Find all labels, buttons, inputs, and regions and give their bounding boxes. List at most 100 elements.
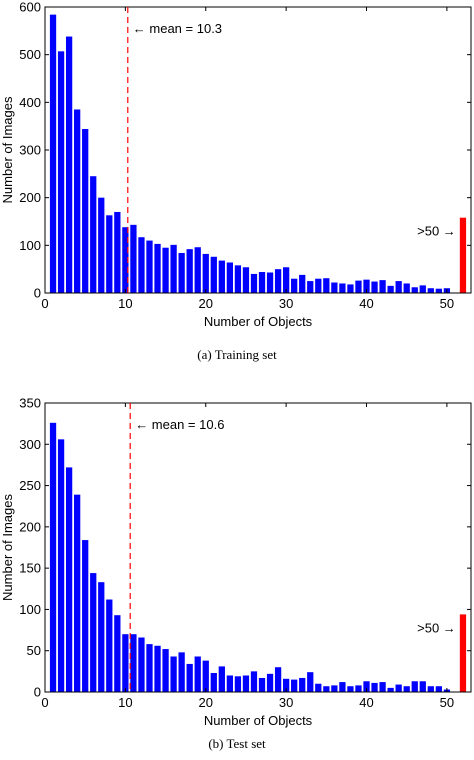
x-tick-label: 10 — [118, 695, 132, 710]
histogram-bar — [186, 249, 193, 293]
x-tick-label: 20 — [199, 695, 213, 710]
y-tick-label: 400 — [19, 95, 41, 110]
histogram-bar — [98, 582, 105, 692]
histogram-bar — [427, 686, 434, 692]
histogram-bar — [194, 656, 201, 692]
histogram-bar — [202, 253, 209, 293]
overflow-bar — [459, 614, 467, 692]
histogram-bar — [411, 287, 418, 293]
histogram-bar — [146, 644, 153, 692]
histogram-bar — [194, 247, 201, 293]
x-tick-label: 30 — [279, 296, 293, 311]
histogram-bar — [98, 197, 105, 293]
histogram-bar — [339, 682, 346, 692]
histogram-bar — [387, 285, 394, 293]
histogram-bar — [411, 681, 418, 692]
histogram-bar — [49, 14, 57, 293]
overflow-bar — [459, 217, 467, 293]
histogram-bar — [170, 244, 177, 293]
histogram-bar — [234, 676, 242, 692]
histogram-bar — [65, 467, 73, 692]
x-axis-label: Number of Objects — [204, 314, 313, 329]
histogram-bar — [65, 36, 73, 293]
histogram-bar — [90, 176, 97, 293]
histogram-bar — [266, 673, 274, 692]
histogram-bar — [427, 288, 434, 293]
histogram-bar — [130, 634, 137, 692]
y-tick-label: 250 — [19, 478, 41, 493]
histogram-bar — [114, 211, 121, 293]
histogram-bar — [282, 267, 290, 293]
y-tick-label: 300 — [19, 143, 41, 158]
x-tick-label: 20 — [199, 296, 213, 311]
histogram-bar — [339, 283, 346, 293]
histogram-bar — [178, 252, 185, 293]
histogram-bar — [307, 672, 314, 692]
y-tick-label: 100 — [19, 238, 41, 253]
histogram-bar — [282, 678, 290, 692]
histogram-bar — [106, 215, 113, 293]
y-tick-label: 0 — [34, 685, 41, 700]
histogram-bar — [74, 494, 81, 692]
x-tick-label: 10 — [118, 296, 132, 311]
plot-frame — [44, 402, 472, 693]
x-tick-label: 40 — [359, 695, 373, 710]
histogram-bar — [74, 109, 81, 293]
histogram-bar — [210, 673, 217, 692]
y-axis-label: Number of Images — [0, 96, 15, 203]
histogram-bar — [266, 272, 274, 293]
histogram-bar — [363, 279, 370, 293]
histogram-bar — [146, 240, 153, 293]
histogram-bar — [57, 51, 65, 293]
test-set-panel: 0 10 20 30 40 50 0 50 100 150 200 250 300 350 ← mean =… — [0, 380, 474, 760]
histogram-bar — [371, 682, 378, 692]
histogram-bar — [82, 540, 89, 692]
histogram-bar — [274, 667, 282, 692]
histogram-bar — [258, 272, 266, 293]
histogram-bar — [170, 656, 177, 692]
training-set-panel: 0 10 20 30 40 50 0 100 200 300 400 500 600 ← mean = 1… — [0, 0, 472, 362]
y-tick-label: 300 — [19, 437, 41, 452]
histogram-bar — [331, 685, 338, 692]
mean-label: ← mean = 10.3 — [133, 21, 222, 36]
x-tick-label: 0 — [41, 695, 48, 710]
histogram-bar — [154, 243, 161, 293]
histogram-bar — [162, 649, 169, 692]
x-tick-label: 50 — [440, 695, 454, 710]
histogram-bar — [379, 280, 386, 293]
y-tick-label: 50 — [27, 643, 41, 658]
histogram-bar — [90, 573, 97, 692]
histogram-bar — [379, 682, 386, 692]
histogram-bar — [291, 679, 298, 692]
y-tick-label: 500 — [19, 47, 41, 62]
histogram-bar — [299, 274, 306, 293]
histogram-bar — [234, 265, 242, 293]
histogram-bar — [274, 269, 282, 293]
histogram-bar — [347, 686, 354, 692]
histogram-bar — [186, 663, 193, 692]
histogram-bar — [331, 282, 338, 293]
x-tick-label: 50 — [440, 296, 454, 311]
y-axis-label: Number of Images — [0, 494, 15, 601]
histogram-bar — [355, 685, 362, 692]
histogram-bar — [138, 637, 145, 692]
histogram-bar — [419, 285, 426, 293]
histogram-bar — [82, 129, 89, 293]
histogram-bar — [226, 675, 234, 692]
histogram-bar — [371, 281, 378, 293]
histogram-bar — [242, 675, 250, 692]
histogram-bar — [299, 677, 306, 692]
histogram-bar — [162, 247, 169, 293]
histogram-bar — [323, 278, 330, 293]
histogram-bar — [395, 281, 402, 293]
histogram-bar — [419, 681, 426, 692]
histogram-bar — [403, 686, 410, 692]
histogram-bar — [323, 686, 330, 692]
histogram-bar — [315, 683, 322, 692]
histogram-bar — [250, 273, 258, 293]
histogram-bar — [218, 260, 225, 293]
histogram-bar — [242, 267, 250, 293]
histogram-bar — [154, 645, 161, 692]
histogram-bar — [122, 634, 129, 692]
histogram-bar — [202, 660, 209, 692]
